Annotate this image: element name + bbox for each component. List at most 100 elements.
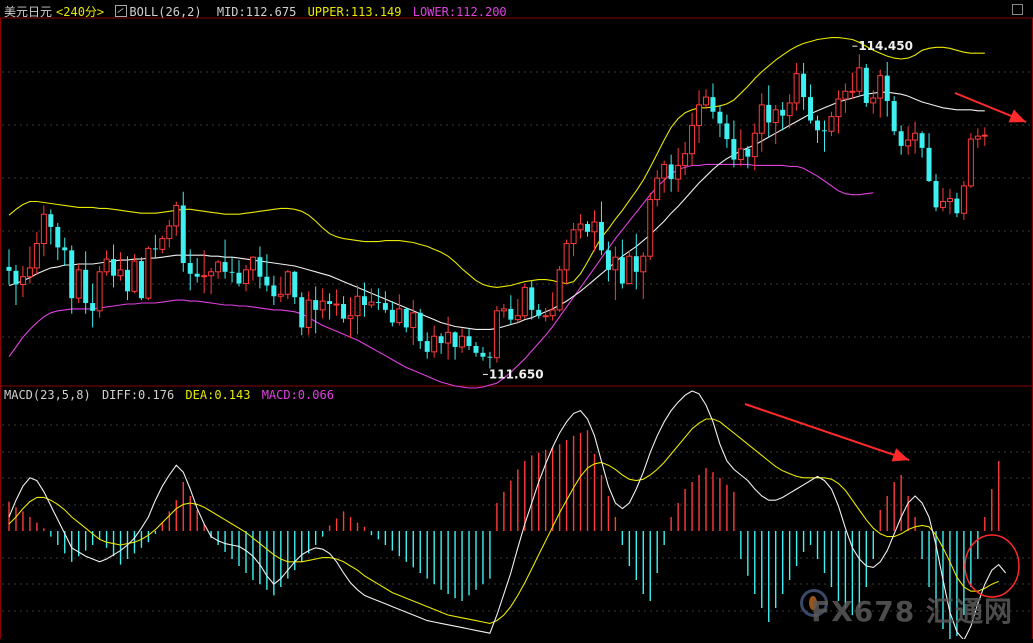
candle-down [271,285,277,297]
period-label[interactable]: <240分> [56,5,105,19]
candle-down [48,214,54,227]
candle-up [696,104,703,126]
candle-down [766,104,772,123]
candle-down [633,256,639,272]
candle-up [159,238,166,250]
candle-up [145,247,152,299]
candle-up [786,102,793,117]
boll-indicator[interactable]: BOLL(26,2) [115,5,205,19]
boll-mid-value: MID:112.675 [216,5,297,19]
candle-up [493,310,500,359]
diff-line [8,390,1007,642]
candle-down [327,301,333,305]
candle-down [424,341,430,352]
candle-up [612,256,619,271]
candle-down [745,148,751,157]
candle-up [905,139,912,147]
macd-panel-header: MACD(23,5,8) DIFF:0.176 DEA:0.143 MACD:0… [4,388,338,402]
candle-down [222,262,228,272]
candle-down [180,205,186,264]
candle-down [731,139,737,160]
boll-lower-line [8,163,874,389]
candle-down [361,296,367,305]
candle-up [40,213,47,245]
boll-icon [115,5,128,17]
high-annotation: 114.450 [858,39,913,53]
candle-down [898,131,904,146]
boll-label: BOLL(26,2) [129,5,202,19]
candle-down [264,276,270,286]
candle-up [751,132,758,158]
candle-down [466,336,472,346]
candle-down [299,297,305,328]
candle-up [737,148,744,161]
candle-up [117,269,124,277]
candle-up [201,275,208,278]
price-arrow-head [1008,109,1026,123]
candle-down [229,271,235,273]
candle-up [877,75,884,99]
candle-down [403,308,409,328]
candle-down [138,261,144,299]
candle-down [508,308,514,320]
candle-down [417,312,423,342]
candle-up [347,315,354,320]
candle-up [563,243,570,271]
price-panel-header: 美元日元 <240分> BOLL(26,2) MID:112.675 UPPER:… [4,3,511,20]
candle-up [626,255,633,285]
candle-up [647,199,654,257]
candle-down [926,147,932,182]
candle-up [689,124,696,155]
candle-up [431,335,438,353]
candle-down [292,271,298,298]
candle-down [83,269,89,304]
candle-down [780,109,786,116]
candle-down [585,223,591,232]
candle-up [640,255,647,273]
candle-down [801,73,807,98]
maximize-icon[interactable] [1012,4,1023,15]
candle-down [668,164,674,180]
candle-up [661,163,668,179]
candle-down [480,352,486,357]
candle-down [152,248,158,250]
macd-value: MACD:0.066 [261,388,334,402]
candle-down [619,257,625,284]
macd-arrow-shaft [744,403,910,461]
candle-up [549,309,556,317]
candle-down [382,303,388,310]
candle-up [912,132,919,141]
candle-down [13,270,19,285]
watermark-logo-icon [800,589,828,617]
macd-diff-value: DIFF:0.176 [101,388,175,402]
candle-down [6,266,12,271]
candle-up [131,260,138,292]
candle-down [536,309,542,316]
candle-down [487,356,493,358]
candle-up [103,258,110,273]
candle-up [974,135,981,140]
candle-up [703,96,709,106]
candle-up [319,300,326,311]
candle-up [249,256,256,271]
candle-up [570,229,577,245]
candle-down [55,226,61,248]
candle-down [90,303,96,311]
candle-up [981,134,988,137]
candle-down [808,97,814,121]
candle-down [375,302,381,304]
boll-upper-value: UPPER:113.149 [307,5,402,19]
candle-up [682,153,689,166]
candle-up [514,315,521,321]
candle-up [960,185,967,214]
candle-up [208,271,215,277]
candle-up [591,221,598,233]
candle-up [445,331,452,344]
candle-down [452,332,458,347]
watermark: FX678 汇通网 [811,595,1013,628]
candle-down [187,263,193,274]
candle-up [26,267,33,278]
candle-down [194,273,200,277]
macd-indicator-label[interactable]: MACD(23,5,8) [4,388,91,402]
